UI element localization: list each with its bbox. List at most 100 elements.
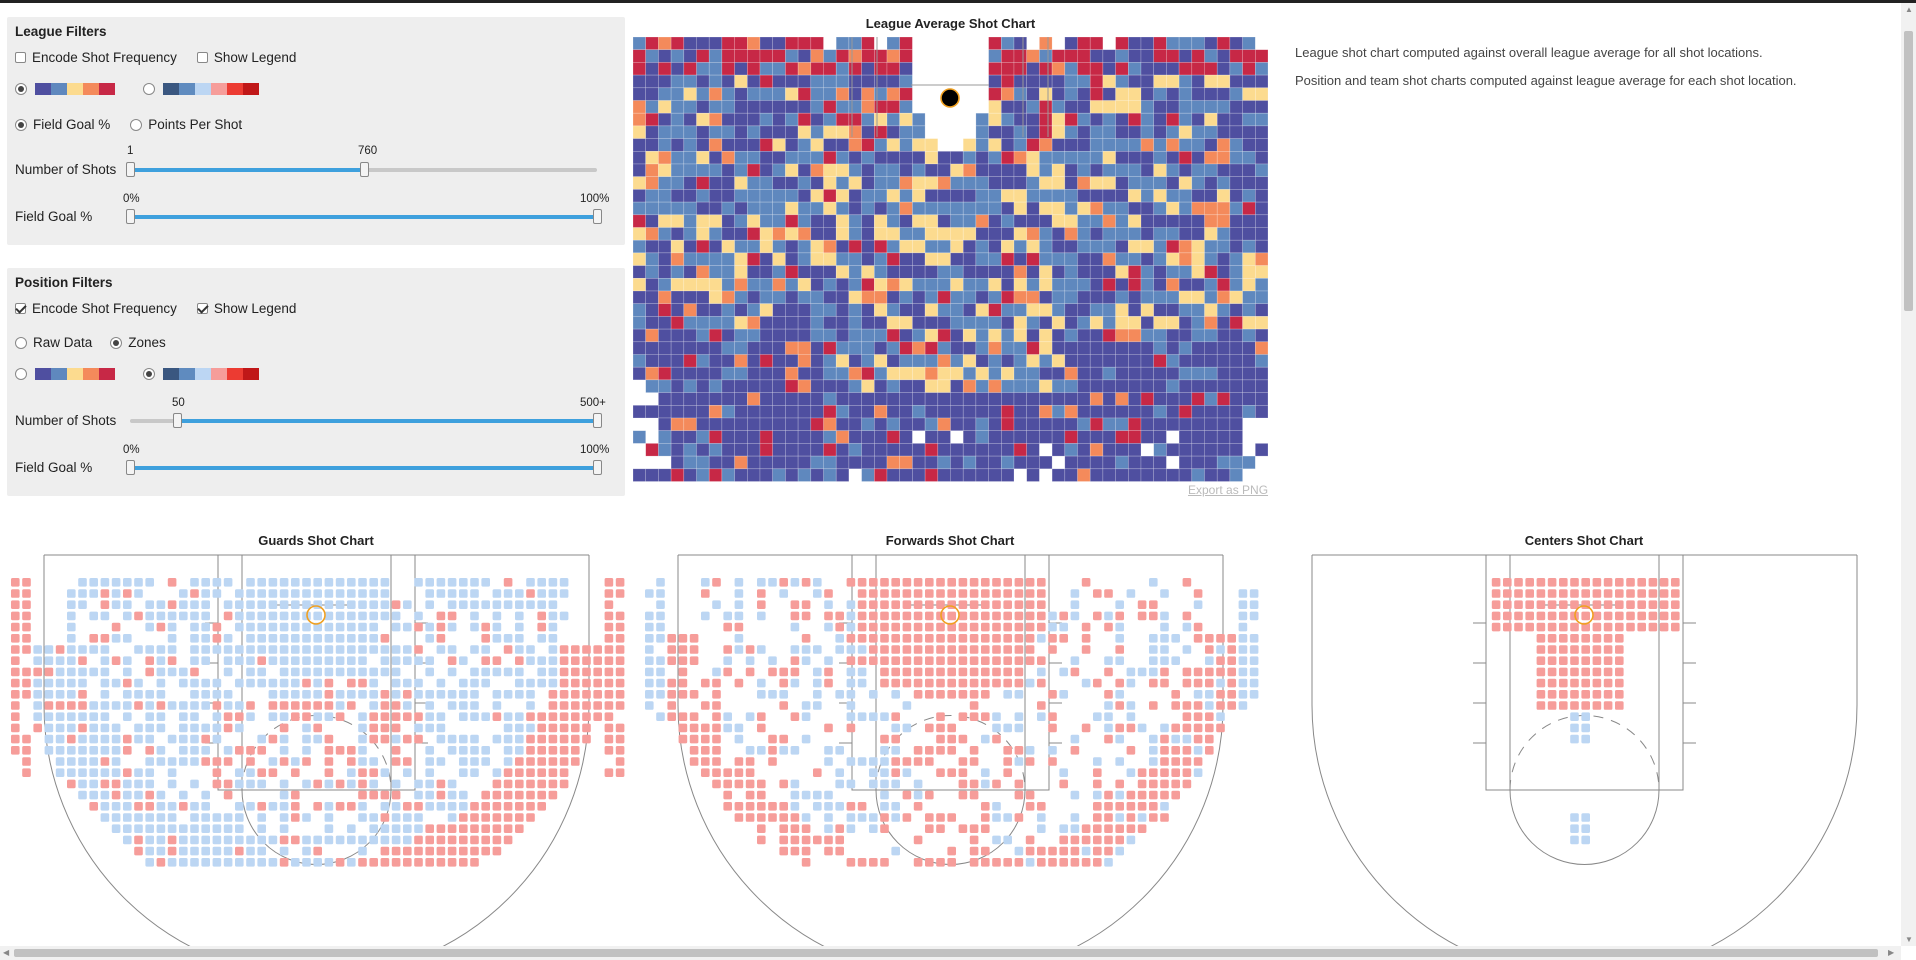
league-cell xyxy=(886,112,900,127)
league-shots-slider[interactable] xyxy=(126,162,597,177)
league-cell xyxy=(747,443,761,457)
position-palette-a-radio[interactable] xyxy=(15,368,27,380)
league-cell xyxy=(1242,201,1256,216)
export-png-link[interactable]: Export as PNG xyxy=(1188,483,1269,497)
zone-cell xyxy=(100,712,110,721)
league-cell xyxy=(721,201,735,216)
position-encode-checkbox[interactable] xyxy=(15,303,26,314)
league-cell xyxy=(1242,189,1256,203)
zone-cell xyxy=(1570,600,1579,609)
league-cell xyxy=(759,62,773,76)
league-cell xyxy=(708,151,723,165)
league-cell xyxy=(823,341,837,355)
league-fg-max-handle[interactable] xyxy=(593,209,602,224)
league-cell xyxy=(1166,74,1180,89)
scroll-left-icon[interactable]: ◀ xyxy=(3,948,10,957)
league-cell xyxy=(848,239,862,254)
league-legend-checkbox[interactable] xyxy=(196,52,208,63)
zone-cell xyxy=(1216,723,1225,733)
zone-cell xyxy=(1093,835,1102,845)
zone-cell xyxy=(44,746,54,755)
zone-cell xyxy=(179,824,188,833)
position-shots-slider[interactable] xyxy=(130,413,602,428)
zone-cell xyxy=(857,802,867,811)
league-cell xyxy=(1216,341,1231,355)
league-cell xyxy=(1191,100,1205,114)
position-legend-checkbox[interactable] xyxy=(196,303,208,314)
zone-cell xyxy=(492,824,502,833)
league-cell xyxy=(1216,316,1231,330)
zone-cell xyxy=(44,734,54,744)
zone-cell xyxy=(913,757,923,766)
league-cell xyxy=(1229,430,1243,444)
league-cell xyxy=(1102,252,1116,266)
zone-cell xyxy=(291,622,300,632)
league-shots-min-handle[interactable] xyxy=(126,162,135,177)
league-cell xyxy=(1077,430,1091,444)
zone-cell xyxy=(324,757,334,766)
league-cell xyxy=(747,265,761,279)
league-shots-max-handle[interactable] xyxy=(359,162,369,177)
league-palette-a-radio[interactable] xyxy=(15,83,27,95)
horizontal-scrollbar[interactable]: ◀ ▶ xyxy=(0,946,1901,960)
league-cell xyxy=(988,468,1002,482)
zone-cell xyxy=(100,734,110,744)
league-cell xyxy=(645,290,659,304)
league-cell xyxy=(988,392,1002,406)
league-cell xyxy=(886,366,900,381)
zone-cell xyxy=(167,858,177,867)
vertical-scroll-thumb[interactable] xyxy=(1904,31,1913,311)
zone-cell xyxy=(712,690,721,699)
zone-cell xyxy=(134,701,143,710)
scroll-up-icon[interactable]: ▲ xyxy=(1905,5,1913,14)
league-palette-row xyxy=(15,83,259,95)
position-shots-max-handle[interactable] xyxy=(593,413,602,428)
league-cell xyxy=(696,74,710,89)
zone-cell xyxy=(425,757,434,766)
league-cell xyxy=(924,278,939,292)
zone-cell xyxy=(268,757,278,766)
league-cell xyxy=(1204,125,1218,139)
league-palette-b-radio[interactable] xyxy=(143,83,155,95)
zones-radio[interactable] xyxy=(110,336,123,349)
zone-cell xyxy=(712,746,721,755)
zone-cell xyxy=(1149,656,1158,665)
horizontal-scroll-thumb[interactable] xyxy=(14,949,1878,957)
league-cell xyxy=(1051,303,1066,317)
league-cell xyxy=(1204,328,1218,343)
zone-cell xyxy=(246,611,255,621)
zone-cell xyxy=(447,645,457,654)
zone-cell xyxy=(1581,723,1590,733)
position-palette-b-radio[interactable] xyxy=(143,368,155,380)
league-cell xyxy=(1166,328,1180,343)
league-fg-min-handle[interactable] xyxy=(126,209,135,224)
league-cell xyxy=(937,430,951,444)
league-encode-checkbox[interactable] xyxy=(15,52,26,63)
scroll-down-icon[interactable]: ▼ xyxy=(1905,935,1913,944)
zone-cell xyxy=(1014,678,1024,688)
league-cell xyxy=(1242,214,1256,228)
zone-cell xyxy=(947,734,956,744)
zone-cell xyxy=(548,622,558,632)
zone-cell xyxy=(358,656,367,665)
position-fg-slider[interactable] xyxy=(126,460,602,475)
scroll-right-icon[interactable]: ▶ xyxy=(1888,948,1895,957)
raw-data-radio[interactable] xyxy=(15,336,27,349)
league-cell xyxy=(1127,290,1142,304)
league-cell xyxy=(734,392,748,406)
league-fg-slider[interactable] xyxy=(126,209,602,224)
league-cell xyxy=(861,214,875,228)
position-shots-min-handle[interactable] xyxy=(172,413,182,428)
zone-cell xyxy=(1048,723,1057,733)
position-fg-max-handle[interactable] xyxy=(593,460,602,475)
zone-cell xyxy=(1081,645,1091,654)
league-fg-radio[interactable] xyxy=(15,118,27,131)
zone-cell xyxy=(1093,768,1102,777)
zone-cell xyxy=(857,622,867,632)
league-pps-radio[interactable] xyxy=(130,118,143,131)
vertical-scrollbar[interactable]: ▲ ▼ xyxy=(1901,3,1916,946)
league-cell xyxy=(975,278,989,292)
position-fg-min-handle[interactable] xyxy=(126,460,135,475)
zone-cell xyxy=(380,768,390,777)
zone-cell xyxy=(257,824,266,833)
